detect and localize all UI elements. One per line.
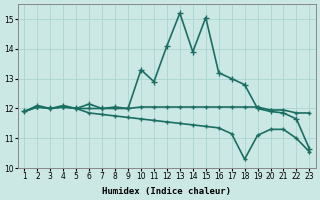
X-axis label: Humidex (Indice chaleur): Humidex (Indice chaleur) [102,187,231,196]
